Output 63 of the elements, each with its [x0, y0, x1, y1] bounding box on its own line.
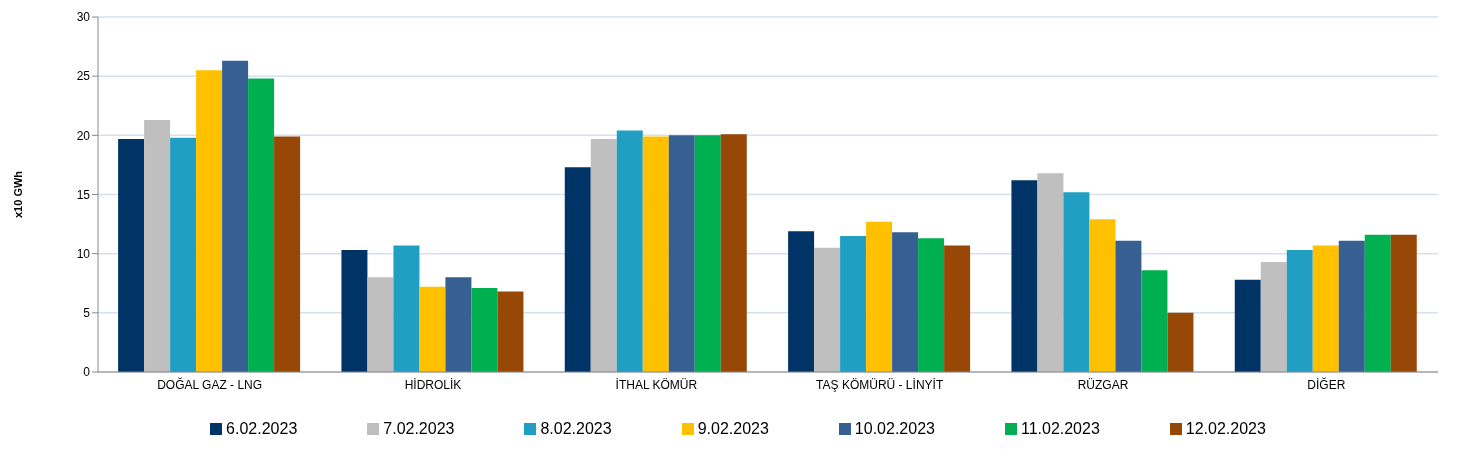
bar — [642, 136, 669, 372]
bar — [341, 250, 368, 372]
bar — [720, 134, 747, 372]
bar — [788, 231, 815, 372]
bar — [1063, 192, 1090, 372]
bar — [248, 78, 275, 372]
bar — [616, 130, 643, 372]
bar — [196, 70, 223, 372]
bar — [694, 135, 721, 372]
y-tick-label: 25 — [76, 69, 91, 84]
legend-label: 8.02.2023 — [540, 420, 612, 438]
bar — [1260, 261, 1287, 372]
x-tick-label: DOĞAL GAZ - LNG — [157, 376, 263, 392]
legend-label: 11.02.2023 — [1020, 420, 1100, 438]
bar — [918, 238, 945, 372]
bar — [1115, 240, 1142, 372]
y-tick-label: 0 — [83, 365, 91, 380]
bar — [1167, 312, 1194, 372]
y-tick-label: 5 — [83, 306, 91, 321]
bar — [367, 277, 394, 372]
x-tick-label: HİDROLİK — [404, 377, 462, 392]
bar — [1364, 234, 1391, 372]
bar — [840, 235, 867, 372]
y-axis-title: x10 GWh — [11, 170, 24, 219]
bar — [471, 287, 498, 372]
y-tick-label: 30 — [76, 10, 91, 25]
bar — [1141, 270, 1168, 372]
bar — [892, 232, 919, 372]
bar — [274, 136, 301, 372]
legend-label: 9.02.2023 — [697, 420, 769, 438]
y-tick-label: 15 — [76, 187, 91, 202]
bar — [1286, 250, 1313, 372]
bar — [222, 60, 249, 372]
bar — [1089, 219, 1116, 372]
x-tick-label: DİĞER — [1307, 376, 1346, 392]
bar — [170, 137, 197, 372]
bar — [668, 135, 695, 372]
bar — [1390, 234, 1417, 372]
bar — [1037, 173, 1064, 372]
legend-label: 6.02.2023 — [226, 420, 298, 438]
legend-label: 7.02.2023 — [383, 420, 455, 438]
bar — [1312, 245, 1339, 372]
bar — [1338, 240, 1365, 372]
y-tick-label: 20 — [76, 128, 91, 143]
bar — [1011, 180, 1038, 372]
bar — [118, 138, 145, 372]
legend-label: 12.02.2023 — [1185, 420, 1266, 438]
bar — [393, 245, 420, 372]
legend-label: 10.02.2023 — [854, 420, 935, 438]
bar — [590, 138, 617, 372]
bar — [564, 167, 591, 372]
bar — [445, 277, 472, 372]
x-tick-label: İTHAL KÖMÜR — [615, 377, 698, 392]
bar — [144, 119, 171, 372]
x-tick-label: RÜZGAR — [1077, 377, 1129, 392]
bar — [1234, 279, 1261, 372]
bar — [866, 221, 893, 372]
bar — [944, 245, 971, 372]
y-tick-label: 10 — [76, 246, 91, 261]
x-tick-label: TAŞ KÖMÜRÜ - LİNYİT — [816, 377, 944, 392]
bar — [419, 286, 446, 372]
bar — [814, 247, 841, 372]
bar — [497, 291, 524, 372]
